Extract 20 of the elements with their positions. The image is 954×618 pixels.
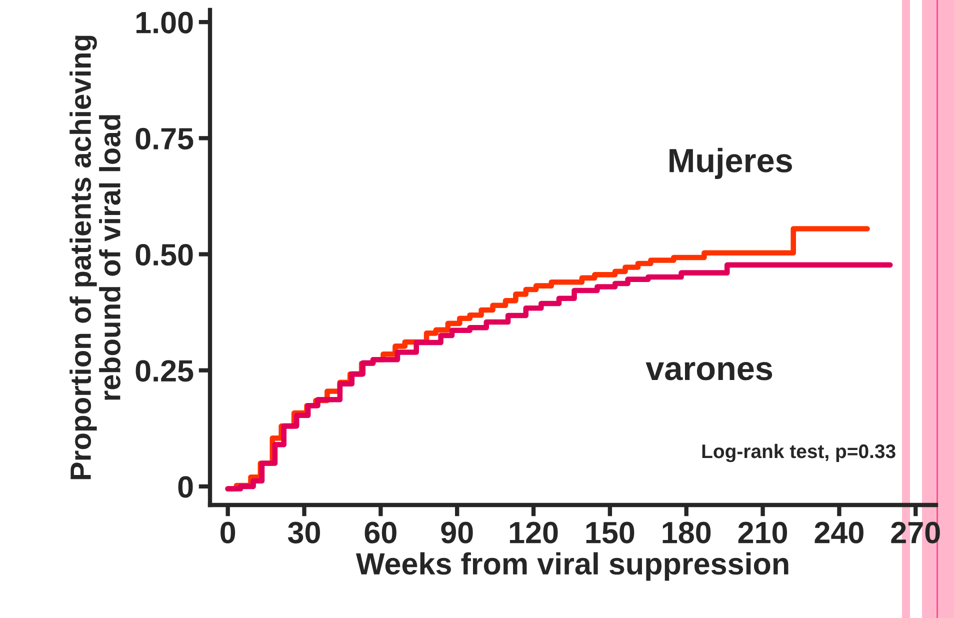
x-tick-label: 180 — [662, 522, 711, 544]
y-tick-label: 0 — [178, 476, 193, 498]
x-tick-label: 270 — [891, 522, 940, 544]
x-axis-title: Weeks from viral suppression — [356, 552, 788, 581]
x-tick-label: 0 — [220, 522, 236, 544]
x-tick-label: 240 — [814, 522, 864, 544]
x-tick-label: 30 — [288, 522, 320, 544]
y-tick-label: 0.75 — [136, 128, 194, 150]
y-axis-title: Proportion of patients achieving rebound of viral load — [70, 36, 120, 480]
text: varones — [646, 362, 772, 380]
x-tick-label: 150 — [586, 522, 634, 544]
y-tick-label: 0.25 — [136, 360, 194, 382]
y-tick-label: 0.50 — [136, 244, 193, 266]
x-tick-label: 60 — [364, 522, 396, 544]
x-tick-label: 120 — [510, 522, 558, 544]
annotation: Log-rank test, p=0.33 — [702, 444, 896, 462]
x-tick-label: 210 — [738, 522, 788, 544]
series-label: Mujeres — [670, 148, 792, 179]
x-tick-label: 90 — [441, 522, 473, 544]
y-tick-label: 1.00 — [136, 12, 193, 34]
